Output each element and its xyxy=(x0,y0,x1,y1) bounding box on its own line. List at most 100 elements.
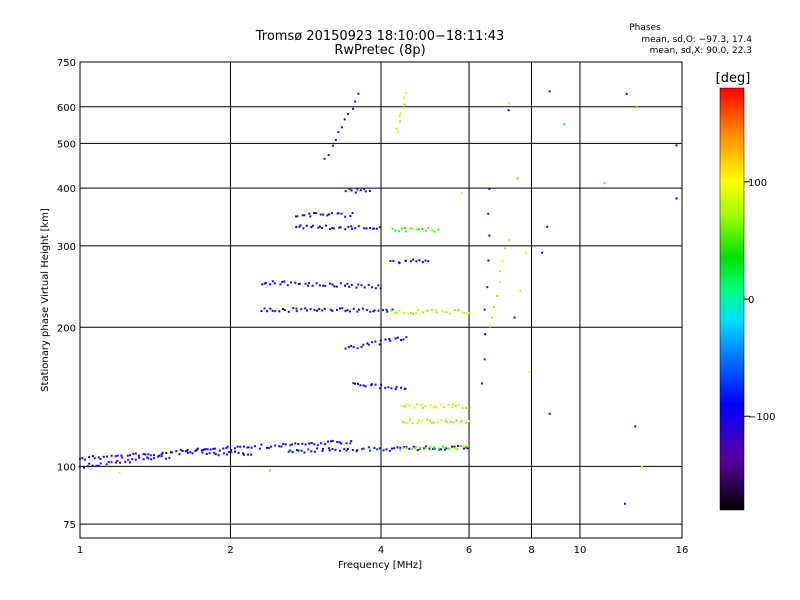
data-point xyxy=(350,283,353,286)
data-point xyxy=(519,289,522,292)
data-point xyxy=(287,450,290,453)
data-point xyxy=(266,310,269,313)
data-point xyxy=(441,310,444,313)
data-point xyxy=(297,449,300,452)
data-point xyxy=(395,385,398,388)
data-point xyxy=(317,226,320,229)
data-point xyxy=(365,227,368,230)
data-point xyxy=(416,449,419,452)
phases-legend: Phases mean, sd,O: −97.3, 17.4 mean, sd,… xyxy=(629,23,752,56)
data-point xyxy=(209,448,212,451)
data-point xyxy=(431,447,434,450)
y-axis-label: Stationary phase Virtual Height [km] xyxy=(40,208,51,392)
data-point xyxy=(203,448,206,451)
data-point xyxy=(212,447,215,450)
data-point xyxy=(332,227,335,230)
data-point xyxy=(99,458,102,461)
data-point xyxy=(153,457,156,460)
data-point xyxy=(273,282,276,285)
data-point xyxy=(412,312,415,315)
data-point xyxy=(247,446,250,449)
data-point xyxy=(344,347,347,350)
data-point xyxy=(181,449,184,452)
data-point xyxy=(116,459,119,462)
data-point xyxy=(461,406,464,409)
data-point xyxy=(441,445,444,448)
data-point xyxy=(271,309,274,312)
data-point xyxy=(315,282,318,285)
data-point xyxy=(385,308,388,311)
colorbar-label: [deg] xyxy=(716,71,751,86)
data-point xyxy=(149,454,152,457)
data-point xyxy=(144,453,147,456)
data-point xyxy=(269,283,272,286)
data-point xyxy=(337,131,340,134)
data-point xyxy=(390,309,393,312)
data-point xyxy=(345,442,348,445)
data-point xyxy=(369,310,372,313)
data-point xyxy=(456,444,459,447)
data-point xyxy=(350,440,353,443)
data-point xyxy=(299,224,302,227)
data-point xyxy=(305,309,308,312)
data-point xyxy=(369,226,372,229)
data-point xyxy=(366,309,369,312)
data-point xyxy=(462,445,465,448)
data-point xyxy=(316,309,319,312)
data-point xyxy=(341,307,344,310)
data-point xyxy=(338,441,341,444)
data-point xyxy=(449,312,452,315)
data-point xyxy=(465,445,468,448)
data-point xyxy=(326,214,329,217)
data-point xyxy=(451,445,454,448)
data-point xyxy=(398,120,401,123)
data-point xyxy=(291,443,294,446)
data-point xyxy=(623,502,626,505)
data-point xyxy=(527,371,530,374)
data-point xyxy=(289,449,292,452)
data-point xyxy=(395,311,398,314)
data-point xyxy=(405,91,408,94)
data-point xyxy=(310,225,313,228)
data-point xyxy=(330,212,333,215)
data-point xyxy=(440,418,443,421)
data-point xyxy=(175,450,178,453)
data-point xyxy=(313,443,316,446)
data-point xyxy=(165,457,168,460)
data-point xyxy=(295,307,298,310)
data-point xyxy=(603,182,606,185)
colorbar-ticks: 100 0 −100 xyxy=(744,178,775,423)
data-point xyxy=(350,225,353,228)
data-point xyxy=(363,286,366,289)
data-point xyxy=(468,420,471,423)
data-point xyxy=(447,403,450,406)
data-point xyxy=(161,451,164,454)
data-point xyxy=(443,406,446,409)
data-point xyxy=(200,449,203,452)
data-point xyxy=(354,100,357,103)
data-point xyxy=(409,227,412,230)
data-point xyxy=(675,197,678,200)
data-point xyxy=(403,227,406,230)
data-point xyxy=(411,422,414,425)
data-point xyxy=(398,230,401,233)
data-point xyxy=(405,336,408,339)
data-point xyxy=(427,260,430,263)
x-axis-ticks: 1 2 4 6 8 10 16 xyxy=(77,545,689,556)
data-point xyxy=(322,284,325,287)
x-tick-label: 8 xyxy=(528,545,534,556)
data-point xyxy=(344,190,347,193)
data-point xyxy=(413,406,416,409)
data-point xyxy=(459,421,462,424)
data-point xyxy=(127,458,130,461)
data-point xyxy=(405,447,408,450)
data-point xyxy=(362,384,365,387)
y-tick-label: 200 xyxy=(57,323,76,334)
data-point xyxy=(422,311,425,314)
data-point xyxy=(86,465,89,468)
data-point xyxy=(484,333,487,336)
data-point xyxy=(460,419,463,422)
data-point xyxy=(347,345,350,348)
data-point xyxy=(420,420,423,423)
data-point xyxy=(394,229,397,232)
